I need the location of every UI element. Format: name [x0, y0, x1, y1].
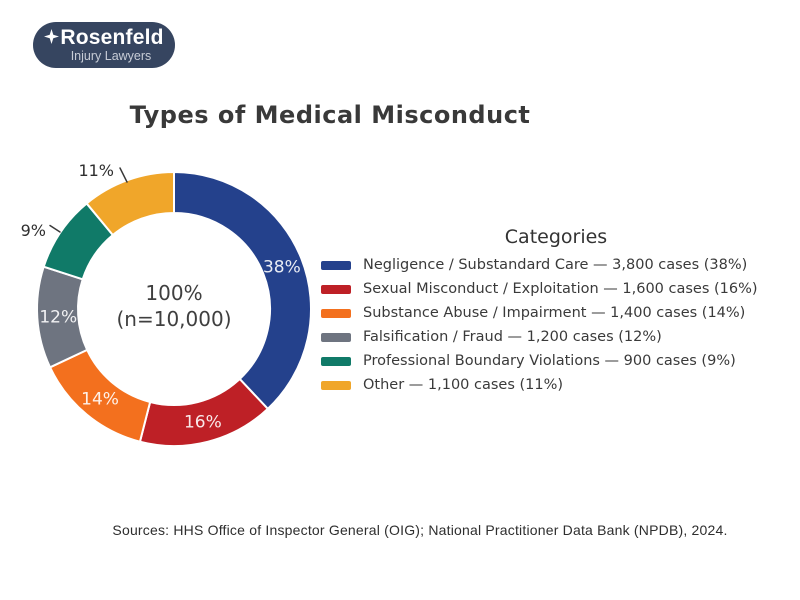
legend-rows: Negligence / Substandard Care — 3,800 ca…	[321, 253, 791, 397]
legend-swatch	[321, 380, 351, 390]
legend-label: Professional Boundary Violations — 900 c…	[363, 353, 736, 369]
slice-percent-label: 38%	[263, 257, 301, 277]
logo-name: Rosenfeld	[60, 26, 164, 50]
source-note: Sources: HHS Office of Inspector General…	[112, 522, 728, 538]
star-icon	[44, 29, 60, 45]
outside-label-other: 11%	[78, 161, 114, 180]
logo-name-row: Rosenfeld	[44, 27, 163, 48]
legend: Categories Negligence / Substandard Care…	[321, 226, 791, 397]
legend-swatch	[321, 260, 351, 270]
leader-line-boundary-violations	[49, 224, 61, 233]
donut-center-total: 100%	[145, 281, 202, 305]
slice-percent-label: 12%	[39, 307, 77, 327]
page-title: Types of Medical Misconduct	[129, 101, 531, 129]
legend-item: Other — 1,100 cases (11%)	[321, 373, 791, 397]
legend-label: Sexual Misconduct / Exploitation — 1,600…	[363, 281, 758, 297]
legend-swatch	[321, 308, 351, 318]
donut-slices	[36, 171, 312, 447]
logo-tagline: Injury Lawyers	[70, 49, 152, 64]
legend-label: Other — 1,100 cases (11%)	[363, 377, 564, 393]
donut-chart: 38% 16% 14% 12% 9% 11% 100% (n=10,000)	[21, 161, 312, 447]
slice-percent-label: 16%	[184, 412, 222, 432]
rosenfeld-logo: Rosenfeld Injury Lawyers	[33, 22, 175, 68]
legend-label: Substance Abuse / Impairment — 1,400 cas…	[363, 305, 746, 321]
legend-title: Categories	[504, 226, 608, 248]
legend-item: Sexual Misconduct / Exploitation — 1,600…	[321, 277, 791, 301]
legend-swatch	[321, 284, 351, 294]
donut-slice	[173, 171, 312, 410]
outside-label-boundary-violations: 9%	[21, 221, 46, 240]
legend-item: Professional Boundary Violations — 900 c…	[321, 349, 791, 373]
slice-percent-label: 14%	[81, 389, 119, 409]
donut-inside-labels: 38% 16% 14% 12%	[39, 257, 300, 432]
leader-line-other	[119, 167, 128, 183]
legend-swatch	[321, 332, 351, 342]
legend-item: Negligence / Substandard Care — 3,800 ca…	[321, 253, 791, 277]
legend-swatch	[321, 356, 351, 366]
donut-slice	[85, 171, 175, 237]
legend-label: Negligence / Substandard Care — 3,800 ca…	[363, 257, 748, 273]
legend-item: Substance Abuse / Impairment — 1,400 cas…	[321, 301, 791, 325]
donut-center-n: (n=10,000)	[116, 307, 231, 331]
legend-label: Falsification / Fraud — 1,200 cases (12%…	[363, 329, 662, 345]
legend-item: Falsification / Fraud — 1,200 cases (12%…	[321, 325, 791, 349]
